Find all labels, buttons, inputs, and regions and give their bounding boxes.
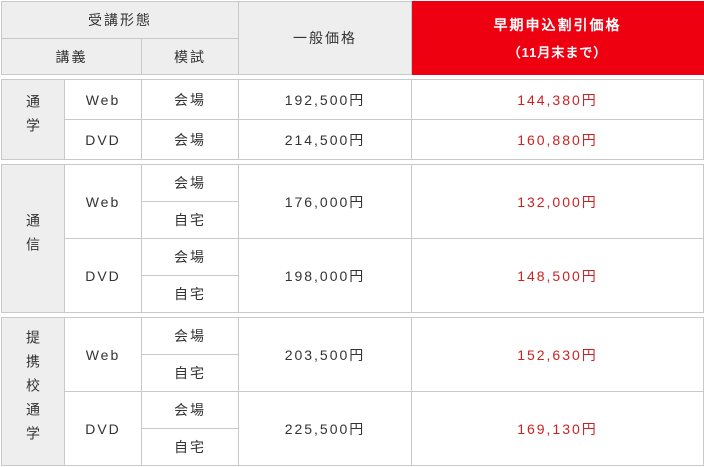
cell-general-price: 192,500円 <box>238 79 412 120</box>
cell-exam-home: 自宅 <box>141 354 239 392</box>
cell-exam-home: 自宅 <box>141 275 239 313</box>
header-enrollment-type: 受講形態 <box>0 1 240 39</box>
section-label-text: 通学 <box>25 94 41 142</box>
cell-lecture: Web <box>64 164 142 239</box>
cell-lecture: DVD <box>64 238 142 313</box>
section-label: 提携校通学 <box>1 317 65 466</box>
cell-general-price: 176,000円 <box>238 164 412 239</box>
header-early-discount: 早期申込割引価格 （11月末まで） <box>411 1 704 75</box>
cell-discount-price: 152,630円 <box>411 317 704 392</box>
cell-exam-venue: 会場 <box>141 391 239 429</box>
cell-lecture: Web <box>64 317 142 392</box>
section-tsushin: 通信 Web 会場 176,000円 132,000円 自宅 DVD 会場 19… <box>1 164 704 313</box>
cell-general-price: 198,000円 <box>238 238 412 313</box>
cell-exam-venue: 会場 <box>141 317 239 355</box>
header-lecture: 講義 <box>1 38 142 75</box>
section-label: 通学 <box>1 79 65 160</box>
cell-discount-price: 169,130円 <box>411 391 704 466</box>
cell-general-price: 225,500円 <box>238 391 412 466</box>
section-label-text: 提携校通学 <box>25 330 41 450</box>
header-general-price: 一般価格 <box>238 1 413 75</box>
cell-exam-home: 自宅 <box>141 201 239 239</box>
section-label-text: 通信 <box>25 213 41 261</box>
cell-general-price: 203,500円 <box>238 317 412 392</box>
early-discount-title: 早期申込割引価格 <box>493 17 622 33</box>
section-tsugaku: 通学 Web 会場 192,500円 144,380円 DVD 会場 214,5… <box>1 79 704 160</box>
cell-exam-home: 自宅 <box>141 428 239 466</box>
section-teikeiko-tsugaku: 提携校通学 Web 会場 203,500円 152,630円 自宅 DVD 会場… <box>1 317 704 466</box>
cell-lecture: DVD <box>64 119 142 160</box>
pricing-table-header: 受講形態 一般価格 早期申込割引価格 （11月末まで） 講義 模試 <box>0 1 704 75</box>
cell-discount-price: 148,500円 <box>411 238 704 313</box>
cell-exam-venue: 会場 <box>141 79 239 120</box>
cell-general-price: 214,500円 <box>238 119 412 160</box>
header-mock-exam: 模試 <box>140 38 240 75</box>
cell-lecture: Web <box>64 79 142 120</box>
cell-exam-venue: 会場 <box>141 164 239 202</box>
cell-exam-venue: 会場 <box>141 238 239 276</box>
section-label: 通信 <box>1 164 65 313</box>
cell-discount-price: 132,000円 <box>411 164 704 239</box>
cell-exam-venue: 会場 <box>141 119 239 160</box>
cell-discount-price: 160,880円 <box>411 119 704 160</box>
cell-discount-price: 144,380円 <box>411 79 704 120</box>
cell-lecture: DVD <box>64 391 142 466</box>
early-discount-period: （11月末まで） <box>507 45 608 60</box>
